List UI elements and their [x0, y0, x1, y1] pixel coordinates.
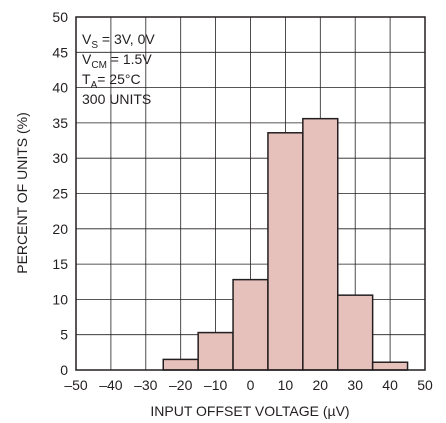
y-tick-label: 25	[52, 186, 68, 202]
y-tick-label: 35	[52, 115, 68, 131]
x-tick-label: 10	[278, 377, 294, 393]
ta-condition: TA= 25°C	[82, 71, 141, 91]
units-condition: 300 UNITS	[82, 91, 151, 107]
x-tick-label: –10	[204, 377, 228, 393]
vs-condition: VS = 3V, 0V	[82, 31, 155, 51]
x-tick-label: –20	[169, 377, 193, 393]
x-tick-label: 40	[382, 377, 398, 393]
x-tick-label: 0	[247, 377, 255, 393]
x-tick-label: –30	[134, 377, 158, 393]
histogram-bar	[371, 361, 409, 371]
conditions-annotation: VS = 3V, 0V VCM = 1.5V TA= 25°C 300 UNIT…	[82, 31, 155, 107]
x-tick-label: –40	[99, 377, 123, 393]
y-tick-label: 20	[52, 221, 68, 237]
vcm-condition: VCM = 1.5V	[82, 51, 152, 71]
histogram-bar	[267, 132, 304, 371]
y-tick-label: 40	[52, 80, 68, 96]
x-tick-labels: –50 –40 –30 –20 –10 0 10 20 30 40 50	[64, 377, 433, 393]
y-tick-label: 45	[52, 44, 68, 60]
x-tick-label: 30	[347, 377, 363, 393]
y-tick-label: 30	[52, 150, 68, 166]
y-axis-title: PERCENT OF UNITS (%)	[14, 112, 30, 274]
x-axis-title: INPUT OFFSET VOLTAGE (µV)	[150, 403, 349, 419]
x-tick-label: 50	[417, 377, 433, 393]
y-tick-labels: 0 5 10 15 20 25 30 35 40 45 50	[52, 9, 68, 378]
y-tick-label: 50	[52, 9, 68, 25]
x-tick-label: 20	[313, 377, 329, 393]
histogram-bar	[302, 117, 339, 371]
x-tick-label: –50	[64, 377, 88, 393]
y-tick-label: 0	[60, 362, 68, 378]
y-tick-label: 15	[52, 256, 68, 272]
histogram-bar	[337, 294, 374, 371]
histogram-bar	[162, 358, 199, 371]
histogram-bars	[162, 117, 409, 371]
y-tick-label: 5	[60, 327, 68, 343]
histogram-bar	[197, 331, 234, 371]
plot-frame	[75, 16, 426, 371]
y-tick-label: 10	[52, 291, 68, 307]
histogram-bar	[232, 278, 269, 371]
